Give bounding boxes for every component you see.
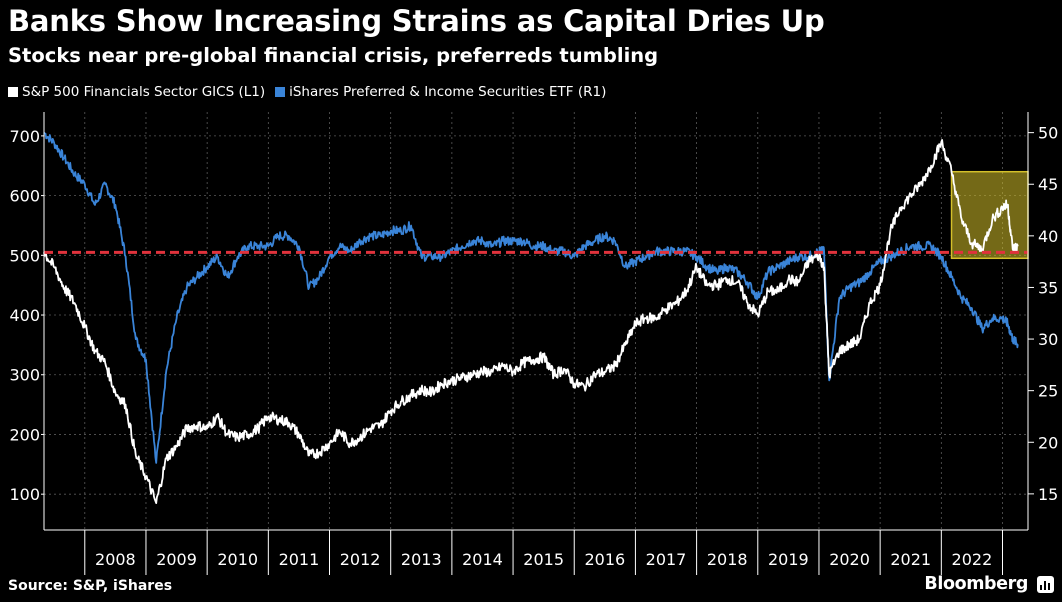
y-left-tick-label: 200: [9, 425, 40, 444]
x-tick-label: 2016: [584, 550, 625, 569]
y-right-tick-label: 25: [1038, 382, 1058, 401]
y-left-tick-label: 600: [9, 187, 40, 206]
x-tick-label: 2017: [646, 550, 687, 569]
y-left-tick-label: 400: [9, 306, 40, 325]
brand-logo: Bloomberg: [924, 574, 1028, 594]
chart-title: Banks Show Increasing Strains as Capital…: [8, 4, 825, 38]
legend-label-financials: S&P 500 Financials Sector GICS (L1): [22, 84, 266, 100]
x-tick-label: 2021: [890, 550, 931, 569]
x-tick-label: 2012: [340, 550, 381, 569]
y-left-tick-label: 500: [9, 246, 40, 265]
y-left-tick-label: 300: [9, 366, 40, 385]
y-right-tick-label: 45: [1038, 175, 1058, 194]
legend-swatch-financials: [8, 87, 18, 97]
y-left-tick-label: 100: [9, 485, 40, 504]
legend-item-financials: S&P 500 Financials Sector GICS (L1): [8, 84, 265, 100]
x-tick-label: 2009: [156, 550, 197, 569]
series-financials-line: [43, 138, 1019, 505]
x-tick-label: 2014: [462, 550, 503, 569]
legend-item-preferred: iShares Preferred & Income Securities ET…: [275, 84, 606, 100]
y-right-tick-label: 35: [1038, 278, 1058, 297]
y-right-tick-label: 20: [1038, 433, 1058, 452]
x-tick-label: 2018: [707, 550, 748, 569]
x-tick-label: 2022: [952, 550, 993, 569]
x-tick-label: 2020: [829, 550, 870, 569]
x-tick-label: 2013: [401, 550, 442, 569]
x-tick-label: 2015: [523, 550, 564, 569]
legend-label-preferred: iShares Preferred & Income Securities ET…: [289, 84, 607, 100]
legend: S&P 500 Financials Sector GICS (L1) iSha…: [8, 84, 616, 100]
source-note: Source: S&P, iShares: [8, 578, 173, 594]
bloomberg-chart-icon: [1037, 576, 1054, 593]
x-tick-label: 2019: [768, 550, 809, 569]
chart-subtitle: Stocks near pre-global financial crisis,…: [8, 44, 659, 67]
y-right-tick-label: 40: [1038, 227, 1058, 246]
x-tick-label: 2010: [217, 550, 258, 569]
x-tick-label: 2008: [95, 550, 136, 569]
legend-swatch-preferred: [275, 87, 286, 97]
y-left-tick-label: 700: [9, 127, 40, 146]
series-preferred-line: [43, 132, 1019, 464]
y-right-tick-label: 50: [1038, 124, 1058, 143]
y-right-tick-label: 30: [1038, 330, 1058, 349]
x-tick-label: 2011: [279, 550, 320, 569]
line-chart: 100 200 300 400 500 600 700 15 20 25 30 35 40 45 50 200…: [9, 112, 1058, 575]
y-right-tick-label: 15: [1038, 485, 1058, 504]
